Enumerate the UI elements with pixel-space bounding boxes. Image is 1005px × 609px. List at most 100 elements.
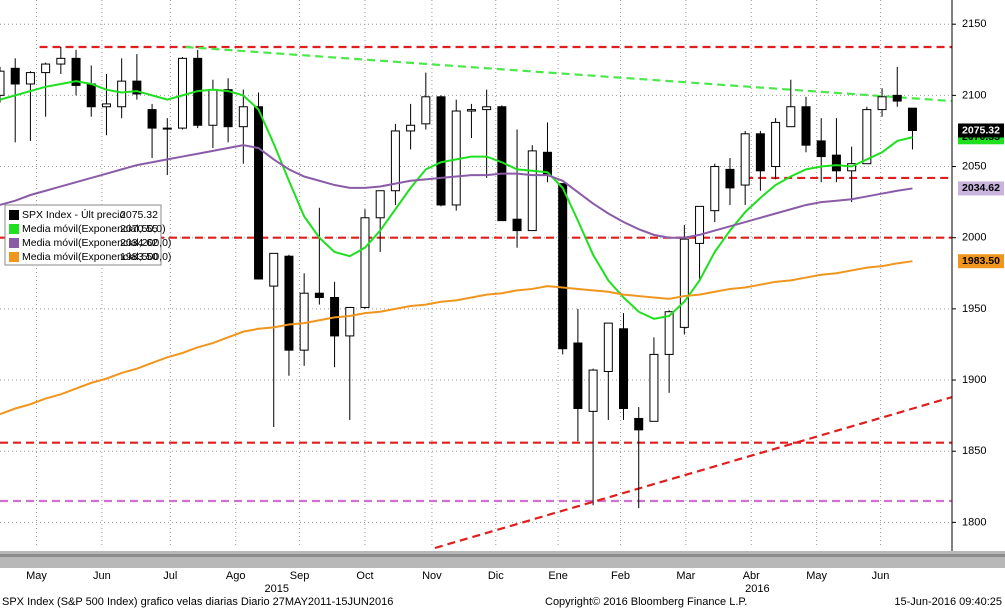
footer-center: Copyright© 2016 Bloomberg Finance L.P. bbox=[545, 596, 747, 608]
candle-body bbox=[223, 89, 233, 128]
plot-area bbox=[0, 0, 953, 550]
x-tick-label: May bbox=[26, 570, 47, 582]
candle-body bbox=[375, 190, 385, 219]
candle-body bbox=[512, 218, 522, 232]
candle-body bbox=[284, 255, 294, 351]
scroll-bar bbox=[0, 551, 1005, 568]
legend-label: Media móvil(Exponencial,500,0) bbox=[22, 251, 171, 263]
candle-body bbox=[482, 106, 492, 111]
candle-body bbox=[436, 96, 446, 206]
x-tick-label: Ago bbox=[226, 570, 246, 582]
x-tick-label: Jun bbox=[872, 570, 890, 582]
x-tick-label: Mar bbox=[676, 570, 695, 582]
candle-body bbox=[907, 107, 917, 131]
legend-value: 2034.62 bbox=[120, 237, 158, 249]
y-tick-label: 1800 bbox=[962, 516, 986, 528]
price-tag-label: 2034.62 bbox=[962, 182, 1000, 194]
candle-body bbox=[740, 133, 750, 186]
candle-body bbox=[147, 109, 157, 129]
x-tick-label: Oct bbox=[356, 570, 373, 582]
legend-label: Media móvil(Exponencial,50,0) bbox=[22, 223, 166, 235]
price-tag bbox=[958, 123, 1004, 138]
price-tag bbox=[958, 181, 1004, 196]
legend-swatch bbox=[9, 210, 19, 220]
candle-body bbox=[679, 238, 689, 328]
x-tick-label: Feb bbox=[611, 570, 630, 582]
candle-body bbox=[755, 133, 765, 172]
candle-body bbox=[10, 67, 20, 85]
legend-swatch bbox=[9, 252, 19, 262]
candle-body bbox=[314, 292, 324, 298]
footer-right: 15-Jun-2016 09:40:25 bbox=[894, 596, 1002, 608]
candle-body bbox=[177, 57, 187, 129]
x-tick-label: Jul bbox=[163, 570, 177, 582]
legend-value: 1983.50 bbox=[120, 251, 158, 263]
legend-label: SPX Index - Últ precio bbox=[22, 208, 125, 221]
x-tick-label: Jun bbox=[93, 570, 111, 582]
candle-body bbox=[771, 121, 781, 168]
price-tag bbox=[958, 254, 1004, 269]
legend-value: 2070.55 bbox=[120, 223, 158, 235]
scroll-bar-line bbox=[0, 554, 1005, 557]
candle-body bbox=[603, 322, 613, 373]
candle-body bbox=[56, 57, 66, 65]
year-label: 2015 bbox=[265, 583, 289, 595]
y-tick-label: 1950 bbox=[962, 303, 986, 315]
legend-label: Media móvil(Exponencial,200,0) bbox=[22, 237, 171, 249]
x-tick-label: Ene bbox=[548, 570, 568, 582]
price-tag-label: 1983.50 bbox=[962, 255, 1000, 267]
candle-body bbox=[360, 217, 370, 308]
x-tick-label: Dic bbox=[488, 570, 504, 582]
moving-average-line bbox=[0, 260, 913, 416]
year-label: 2016 bbox=[745, 583, 769, 595]
candle-body bbox=[619, 328, 629, 410]
x-tick-label: May bbox=[806, 570, 827, 582]
candle-body bbox=[117, 80, 127, 108]
y-tick-label: 1900 bbox=[962, 374, 986, 386]
candle-body bbox=[862, 109, 872, 165]
candle-body bbox=[725, 168, 735, 189]
candle-body bbox=[634, 417, 644, 431]
candle-body bbox=[664, 311, 674, 355]
candle-body bbox=[25, 72, 35, 85]
moving-average-line bbox=[0, 80, 913, 320]
candle-body bbox=[649, 353, 659, 422]
trend-line bbox=[434, 396, 953, 550]
price-tag-label: 2075.32 bbox=[962, 124, 1000, 136]
candle-body bbox=[466, 109, 476, 112]
candle-body bbox=[710, 166, 720, 212]
candle-body bbox=[421, 96, 431, 125]
candle-body bbox=[801, 106, 811, 146]
y-tick-label: 2050 bbox=[962, 160, 986, 172]
candle-body bbox=[816, 140, 826, 158]
candle-body bbox=[831, 154, 841, 172]
candle-body bbox=[101, 103, 111, 108]
candle-body bbox=[892, 94, 902, 102]
candle-body bbox=[238, 106, 248, 128]
x-tick-label: Abr bbox=[743, 570, 760, 582]
y-tick-label: 2000 bbox=[962, 232, 986, 244]
candle-body bbox=[162, 127, 172, 130]
candle-body bbox=[406, 124, 416, 132]
candle-body bbox=[71, 57, 81, 86]
candle-body bbox=[254, 106, 264, 280]
y-tick-label: 1850 bbox=[962, 445, 986, 457]
candle-body bbox=[786, 106, 796, 128]
candle-body bbox=[695, 205, 705, 244]
trend-line bbox=[185, 45, 953, 103]
x-tick-label: Sep bbox=[290, 570, 310, 582]
candle-body bbox=[208, 89, 218, 126]
legend-swatch bbox=[9, 238, 19, 248]
candle-body bbox=[86, 83, 96, 108]
x-tick-label: Nov bbox=[422, 570, 442, 582]
footer-left: SPX Index (S&P 500 Index) grafico velas … bbox=[2, 596, 393, 608]
candle-body bbox=[573, 342, 583, 410]
legend-value: 2075.32 bbox=[120, 209, 158, 221]
candle-body bbox=[390, 130, 400, 192]
candle-body bbox=[527, 150, 537, 232]
moving-average-line bbox=[0, 144, 913, 239]
candle-body bbox=[345, 306, 355, 337]
